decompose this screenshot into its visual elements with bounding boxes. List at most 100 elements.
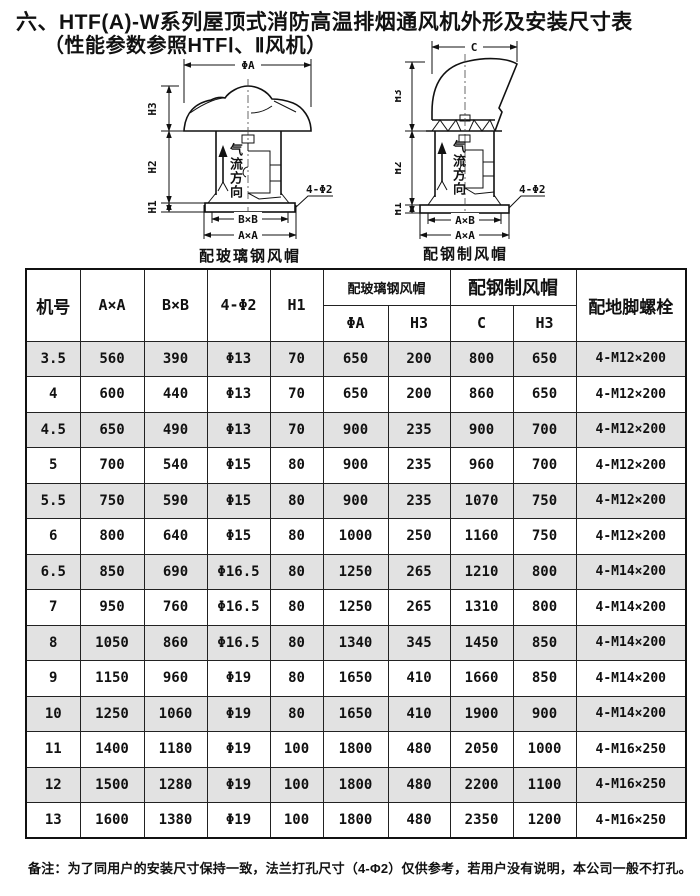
caption-fiberglass-cap: 配玻璃钢风帽 (199, 248, 302, 265)
cell: 12 (25, 766, 81, 803)
cell: 960 (449, 447, 514, 484)
cell: 80 (269, 447, 324, 484)
page-subtitle: （性能参数参照HTFⅠ、Ⅱ风机） (44, 35, 327, 57)
cell: 700 (512, 447, 577, 484)
cell: 960 (143, 660, 208, 697)
cell: Φ15 (206, 482, 271, 519)
cell: 5.5 (25, 482, 81, 519)
dim-label-h1: H1 (146, 200, 159, 214)
cell: 900 (512, 695, 577, 732)
cell: 2350 (449, 802, 514, 839)
cell: 80 (269, 589, 324, 626)
cell: 480 (387, 731, 451, 768)
cell: 1400 (79, 731, 145, 768)
header-h3-fiberglass: H3 (387, 304, 451, 342)
cell: 650 (322, 340, 389, 377)
table-row: 5.5 750 590 Φ15 80 900 235 1070 750 4-M12×200 (25, 482, 687, 519)
cell: 1380 (143, 802, 208, 839)
cell: Φ13 (206, 411, 271, 448)
table-row: 4 600 440 Φ13 70 650 200 860 650 4-M12×200 (25, 376, 687, 413)
cell: 8 (25, 624, 81, 661)
cell: 4-M14×200 (575, 695, 687, 732)
cell: 80 (269, 660, 324, 697)
header-h3-steel: H3 (512, 304, 577, 342)
cell: 200 (387, 340, 451, 377)
cell: 6 (25, 518, 81, 555)
dim-label-h3: H3 (395, 89, 404, 102)
cell: 4-M14×200 (575, 589, 687, 626)
cell: 265 (387, 553, 451, 590)
cell: 1250 (322, 553, 389, 590)
cell: 200 (387, 376, 451, 413)
cell: 9 (25, 660, 81, 697)
cell: 410 (387, 660, 451, 697)
cell: 1650 (322, 695, 389, 732)
table-row: 3.5 560 390 Φ13 70 650 200 800 650 4-M12×200 (25, 340, 687, 377)
header-row-2: ΦA H3 C H3 (26, 304, 686, 342)
header-bxb: B×B (143, 268, 208, 342)
cell: 4-M14×200 (575, 553, 687, 590)
header-model: 机号 (25, 268, 81, 342)
cell: 4-M16×250 (575, 766, 687, 803)
cell: Φ19 (206, 802, 271, 839)
cell: 800 (79, 518, 145, 555)
cell: 650 (322, 376, 389, 413)
cell: Φ13 (206, 376, 271, 413)
cell: 80 (269, 482, 324, 519)
cell: 900 (322, 447, 389, 484)
cell: 80 (269, 695, 324, 732)
table-row: 13 1600 1380 Φ19 100 1800 480 2350 1200 4-M16×250 (25, 802, 687, 839)
cell: 600 (79, 376, 145, 413)
cell: 950 (79, 589, 145, 626)
cell: 480 (387, 766, 451, 803)
cell: 4-M12×200 (575, 411, 687, 448)
cell: 2200 (449, 766, 514, 803)
cell: 70 (269, 376, 324, 413)
cell: 265 (387, 589, 451, 626)
cell: 250 (387, 518, 451, 555)
header-c: C (449, 304, 514, 342)
cell: Φ13 (206, 340, 271, 377)
cell: 1800 (322, 766, 389, 803)
cell: 1060 (143, 695, 208, 732)
dimension-table: 机号 A×A B×B 4-Φ2 H1 配玻璃钢风帽 配钢制风帽 配地脚螺栓 ΦA… (25, 268, 688, 839)
airflow-direction-label-right: 气流方向 (451, 140, 466, 196)
cell: 1600 (79, 802, 145, 839)
dim-label-h3: H3 (146, 102, 159, 115)
cell: 1210 (449, 553, 514, 590)
cell: 4-M12×200 (575, 482, 687, 519)
cell: 1800 (322, 731, 389, 768)
table-row: 7 950 760 Φ16.5 80 1250 265 1310 800 4-M14×200 (25, 589, 687, 626)
cell: 490 (143, 411, 208, 448)
cell: 4-M16×250 (575, 802, 687, 839)
cell: 480 (387, 802, 451, 839)
cell: 540 (143, 447, 208, 484)
cell: 850 (512, 660, 577, 697)
cell: 1450 (449, 624, 514, 661)
dim-label-axa: A×A (238, 229, 258, 242)
cell: 850 (512, 624, 577, 661)
cell: 800 (512, 553, 577, 590)
dim-label-h2: H2 (395, 161, 404, 174)
dim-label-phia: ΦA (241, 59, 255, 72)
cell: Φ15 (206, 447, 271, 484)
cell: 410 (387, 695, 451, 732)
cell: 2050 (449, 731, 514, 768)
cell: 690 (143, 553, 208, 590)
cell: 590 (143, 482, 208, 519)
cell: 100 (269, 766, 324, 803)
cell: 6.5 (25, 553, 81, 590)
cell: 650 (512, 340, 577, 377)
header-group-steel: 配钢制风帽 (449, 268, 577, 306)
dim-label-axb: A×B (455, 214, 475, 227)
cell: 750 (79, 482, 145, 519)
cell: 1650 (322, 660, 389, 697)
cell: 345 (387, 624, 451, 661)
cell: 1180 (143, 731, 208, 768)
header-h1: H1 (269, 268, 324, 342)
header-group-fiberglass: 配玻璃钢风帽 (322, 268, 451, 306)
footnote: 备注：为了同用户的安装尺寸保持一致，法兰打孔尺寸（4-Φ2）仅供参考，若用户没有… (28, 861, 692, 876)
header-row-1: 机号 A×A B×B 4-Φ2 H1 配玻璃钢风帽 配钢制风帽 配地脚螺栓 (25, 268, 687, 342)
table-body: 3.5 560 390 Φ13 70 650 200 800 650 4-M12×200 4 600 4… (25, 340, 687, 839)
table-row: 12 1500 1280 Φ19 100 1800 480 2200 1100 4-M16×250 (25, 766, 687, 803)
